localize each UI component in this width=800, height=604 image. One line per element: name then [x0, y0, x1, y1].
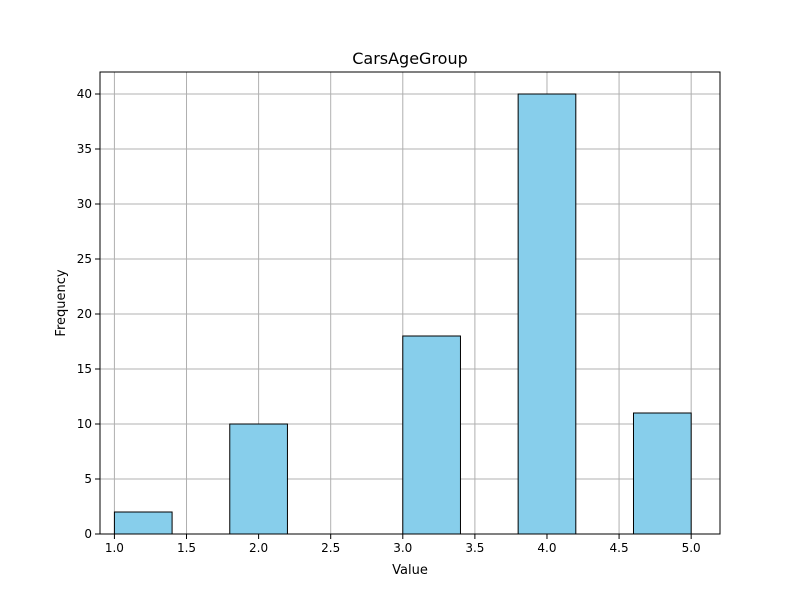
y-tick-label: 5: [84, 472, 92, 486]
histogram-bar: [632, 412, 692, 535]
y-tick-label: 40: [77, 87, 92, 101]
x-tick-label: 1.5: [177, 541, 196, 555]
x-tick-label: 4.5: [610, 541, 629, 555]
chart-title: CarsAgeGroup: [352, 49, 468, 68]
x-tick-label: 5.0: [682, 541, 701, 555]
y-tick-label: 30: [77, 197, 92, 211]
histogram-bar: [113, 511, 173, 535]
x-tick-label: 1.0: [105, 541, 124, 555]
x-tick-label: 4.0: [537, 541, 556, 555]
histogram-bar: [402, 335, 461, 535]
x-axis-ticks: 1.0 1.5 2.0 2.5 3.0 3.5 4.0 4.5 5.0: [105, 534, 701, 555]
x-tick-label: 3.5: [465, 541, 484, 555]
y-axis-ticks: 0 5 10 15 20 25 30 35 40: [77, 87, 100, 541]
histogram-bar: [229, 423, 288, 535]
y-tick-label: 0: [84, 527, 92, 541]
y-tick-label: 35: [77, 142, 92, 156]
x-tick-label: 2.0: [249, 541, 268, 555]
plot-frame: [99, 71, 721, 535]
y-axis-label: Frequency: [54, 269, 69, 336]
x-tick-label: 3.0: [393, 541, 412, 555]
bars: [113, 93, 692, 535]
histogram-bar: [517, 93, 577, 535]
y-tick-label: 15: [77, 362, 92, 376]
y-tick-label: 10: [77, 417, 92, 431]
x-axis-label: Value: [392, 563, 428, 578]
y-tick-label: 20: [77, 307, 92, 321]
y-tick-label: 25: [77, 252, 92, 266]
x-tick-label: 2.5: [321, 541, 340, 555]
